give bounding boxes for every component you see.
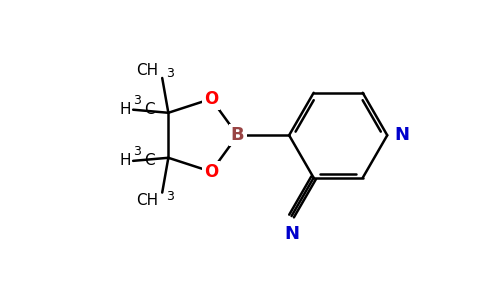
Text: 3: 3 <box>166 68 174 80</box>
Text: O: O <box>204 163 218 181</box>
Text: C: C <box>144 102 154 117</box>
Text: 3: 3 <box>133 146 141 158</box>
Text: CH: CH <box>136 63 158 78</box>
Text: N: N <box>394 126 409 144</box>
Text: 3: 3 <box>166 190 174 203</box>
Text: CH: CH <box>136 193 158 208</box>
Text: H: H <box>119 153 131 168</box>
Text: B: B <box>231 126 244 144</box>
Text: N: N <box>284 225 299 243</box>
Text: C: C <box>144 153 154 168</box>
Text: H: H <box>119 102 131 117</box>
Text: O: O <box>204 90 218 108</box>
Text: 3: 3 <box>133 94 141 107</box>
